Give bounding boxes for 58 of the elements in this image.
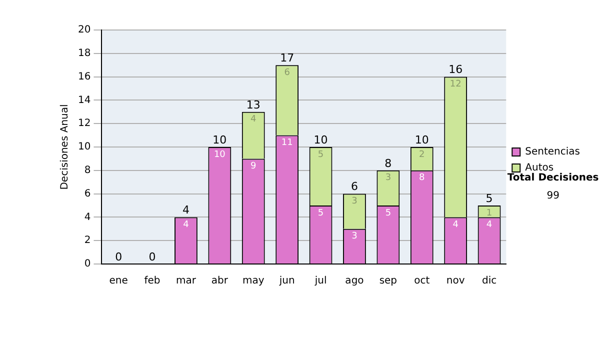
- x-tick-label: jul: [314, 276, 327, 287]
- data-label: 9: [250, 162, 257, 172]
- x-tick-label: mar: [176, 276, 197, 287]
- total-label: 17: [280, 51, 294, 64]
- y-tick-label: 12: [78, 118, 91, 130]
- data-label: 4: [486, 220, 492, 230]
- data-label: 5: [385, 208, 392, 218]
- data-label: 4: [452, 220, 459, 230]
- data-label: 10: [214, 150, 226, 160]
- total-label: 0: [115, 250, 122, 264]
- x-tick-label: jun: [278, 276, 295, 287]
- y-tick-label: 20: [78, 24, 91, 36]
- total-label: 10: [414, 133, 429, 146]
- data-label: 11: [281, 138, 293, 148]
- x-tick-label: sep: [379, 276, 398, 287]
- data-label: 5: [318, 150, 324, 160]
- data-label: 2: [419, 150, 425, 160]
- data-label: 3: [352, 196, 358, 207]
- y-tick-label: 2: [84, 235, 91, 246]
- y-tick-label: 18: [78, 48, 91, 59]
- total-label: 5: [486, 192, 493, 205]
- x-tick-label: abr: [211, 276, 229, 287]
- total-label: 13: [246, 98, 260, 112]
- x-tick-label: feb: [144, 276, 160, 287]
- total-label: 4: [182, 204, 190, 217]
- y-tick-label: 8: [84, 164, 91, 176]
- x-tick-label: ene: [109, 276, 128, 287]
- legend-label: Sentencias: [525, 146, 580, 158]
- text: Total Decisiones: [507, 172, 599, 184]
- y-tick-label: 14: [78, 94, 91, 106]
- data-label: 3: [385, 173, 392, 184]
- y-tick-label: 6: [84, 188, 91, 200]
- y-tick-label: 4: [84, 212, 91, 223]
- data-label: 6: [284, 68, 290, 78]
- total-label: 16: [448, 63, 463, 76]
- x-tick-label: oct: [414, 276, 430, 287]
- data-label: 4: [250, 114, 257, 125]
- total-label: 10: [212, 133, 227, 146]
- data-label: 8: [419, 173, 426, 184]
- total-label: 8: [384, 156, 392, 170]
- legend-label: Autos: [525, 162, 554, 174]
- data-label: 3: [352, 232, 358, 242]
- data-label: 1: [486, 208, 492, 218]
- x-tick-label: dic: [482, 276, 497, 287]
- y-tick-label: 16: [78, 71, 91, 82]
- total-label: 0: [148, 250, 156, 264]
- y-tick-label: 10: [78, 142, 91, 153]
- x-tick-label: ago: [345, 276, 364, 287]
- total-label: 6: [350, 180, 358, 194]
- text: 99: [546, 190, 560, 202]
- x-tick-label: may: [242, 276, 264, 287]
- y-axis-title: Decisiones Anual: [60, 104, 71, 190]
- data-label: 4: [183, 220, 190, 230]
- y-tick-label: 0: [84, 258, 91, 270]
- data-label: 5: [318, 208, 324, 218]
- x-tick-label: nov: [446, 276, 465, 287]
- data-label: 12: [450, 80, 462, 90]
- total-label: 10: [314, 133, 328, 146]
